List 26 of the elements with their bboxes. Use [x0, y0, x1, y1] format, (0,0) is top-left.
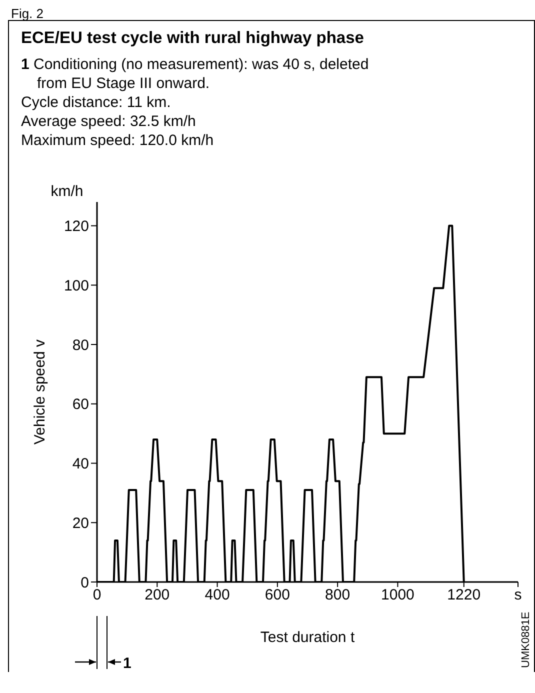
x-tick-label: 1220 — [447, 586, 481, 604]
y-tick-label: 0 — [80, 574, 89, 592]
x-tick-label: s — [514, 586, 522, 604]
y-axis-title: Vehicle speed v — [31, 338, 48, 445]
y-tick-label: 40 — [72, 456, 89, 473]
x-tick-label: 600 — [264, 586, 290, 604]
y-tick-label: 120 — [64, 218, 89, 236]
x-tick-label: 400 — [204, 586, 230, 604]
text: 1 Conditioning (no measurement): was 40 s, deleted from EU Stage III onward. — [21, 55, 370, 93]
text: UMK0881E — [520, 612, 532, 668]
text: km/h — [50, 183, 84, 200]
y-tick-label: 100 — [64, 277, 89, 294]
text: Cycle distance: 11 km. — [21, 93, 172, 112]
text: 1 — [123, 655, 132, 672]
y-tick-label: 20 — [72, 514, 89, 532]
x-tick-label: 1000 — [381, 586, 414, 604]
caption: Fig. 2 — [11, 6, 45, 21]
chart-title: ECE/EU test cycle with rural highway phase — [21, 29, 365, 48]
x-tick-label: 0 — [92, 586, 102, 604]
x-tick-label: 200 — [144, 586, 170, 604]
text: Average speed: 32.5 km/h — [21, 112, 197, 131]
x-tick-label: 800 — [325, 586, 350, 604]
x-axis-title: Test duration t — [260, 629, 356, 646]
y-tick-label: 60 — [72, 396, 89, 414]
text: Maximum speed: 120.0 km/h — [21, 131, 215, 150]
y-tick-label: 80 — [72, 336, 89, 354]
